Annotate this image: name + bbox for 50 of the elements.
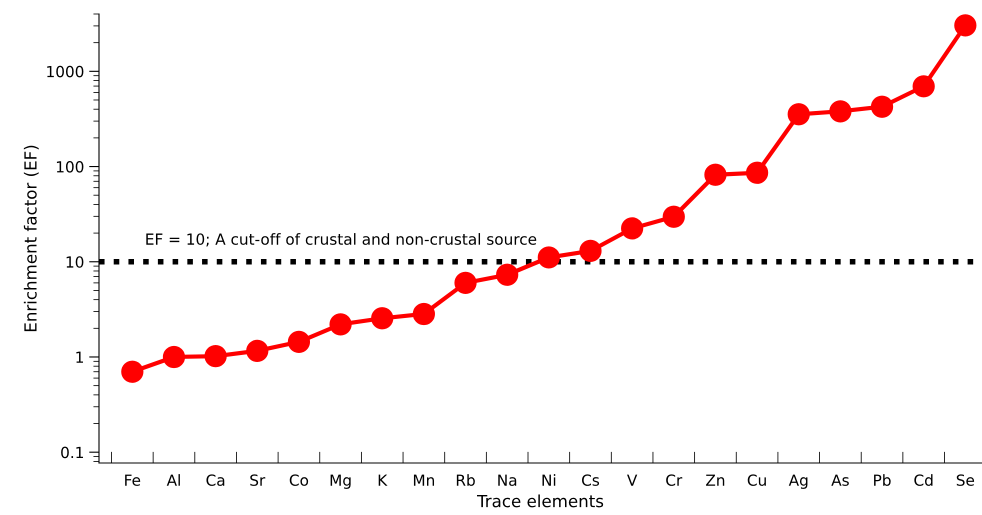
point (121, 360, 144, 383)
x-tick-label: Rb (456, 474, 475, 486)
y-tick-label: 100 (56, 161, 84, 173)
point (246, 340, 268, 362)
point (829, 100, 852, 122)
ref-line-label: EF = 10; A cut-off of crustal and non-crustal source (146, 233, 536, 246)
x-tick-label: Mn (414, 474, 434, 486)
x-tick-label: Fe (125, 474, 140, 486)
x-tick-label: Na (498, 474, 516, 486)
point (496, 264, 518, 286)
y-tick-label: 1 (76, 352, 84, 363)
point (662, 206, 685, 228)
x-tick-label: Ag (788, 474, 808, 489)
point (412, 302, 435, 326)
point (870, 96, 894, 118)
x-tick-label: Zn (706, 474, 724, 486)
y-axis-title: Enrichment factor (EF) (24, 146, 39, 332)
x-tick-label: Ni (542, 474, 556, 486)
point (621, 217, 644, 240)
x-tick-label: V (627, 474, 638, 486)
point (954, 14, 976, 36)
y-tick-label: 1000 (47, 66, 84, 78)
x-tick-label: Cr (666, 474, 682, 486)
x-tick-label: Se (956, 474, 974, 486)
x-tick-label: Mg (330, 474, 351, 489)
point (288, 330, 310, 354)
point (162, 346, 186, 368)
x-axis-title: Trace elements (476, 494, 604, 508)
point (579, 240, 602, 262)
point (746, 162, 768, 184)
x-tick-label: K (378, 474, 388, 486)
x-tick-label: As (831, 474, 849, 486)
point (329, 313, 352, 336)
x-tick-label: Pb (874, 474, 891, 486)
x-tick-label: Cd (914, 474, 932, 486)
x-tick-label: Cs (582, 474, 600, 486)
point (704, 164, 727, 186)
x-tick-label: Co (290, 474, 308, 486)
x-tick-label: Sr (250, 474, 266, 486)
y-tick-label: 0.1 (61, 446, 84, 458)
x-tick-label: Cu (748, 474, 766, 486)
y-tick-label: 10 (66, 256, 84, 268)
point (371, 307, 394, 330)
x-tick-label: Ca (206, 474, 224, 486)
point (538, 246, 560, 269)
point (454, 272, 477, 294)
x-tick-label: Al (166, 474, 180, 486)
point (912, 75, 935, 98)
point (204, 345, 227, 368)
point (788, 103, 810, 126)
